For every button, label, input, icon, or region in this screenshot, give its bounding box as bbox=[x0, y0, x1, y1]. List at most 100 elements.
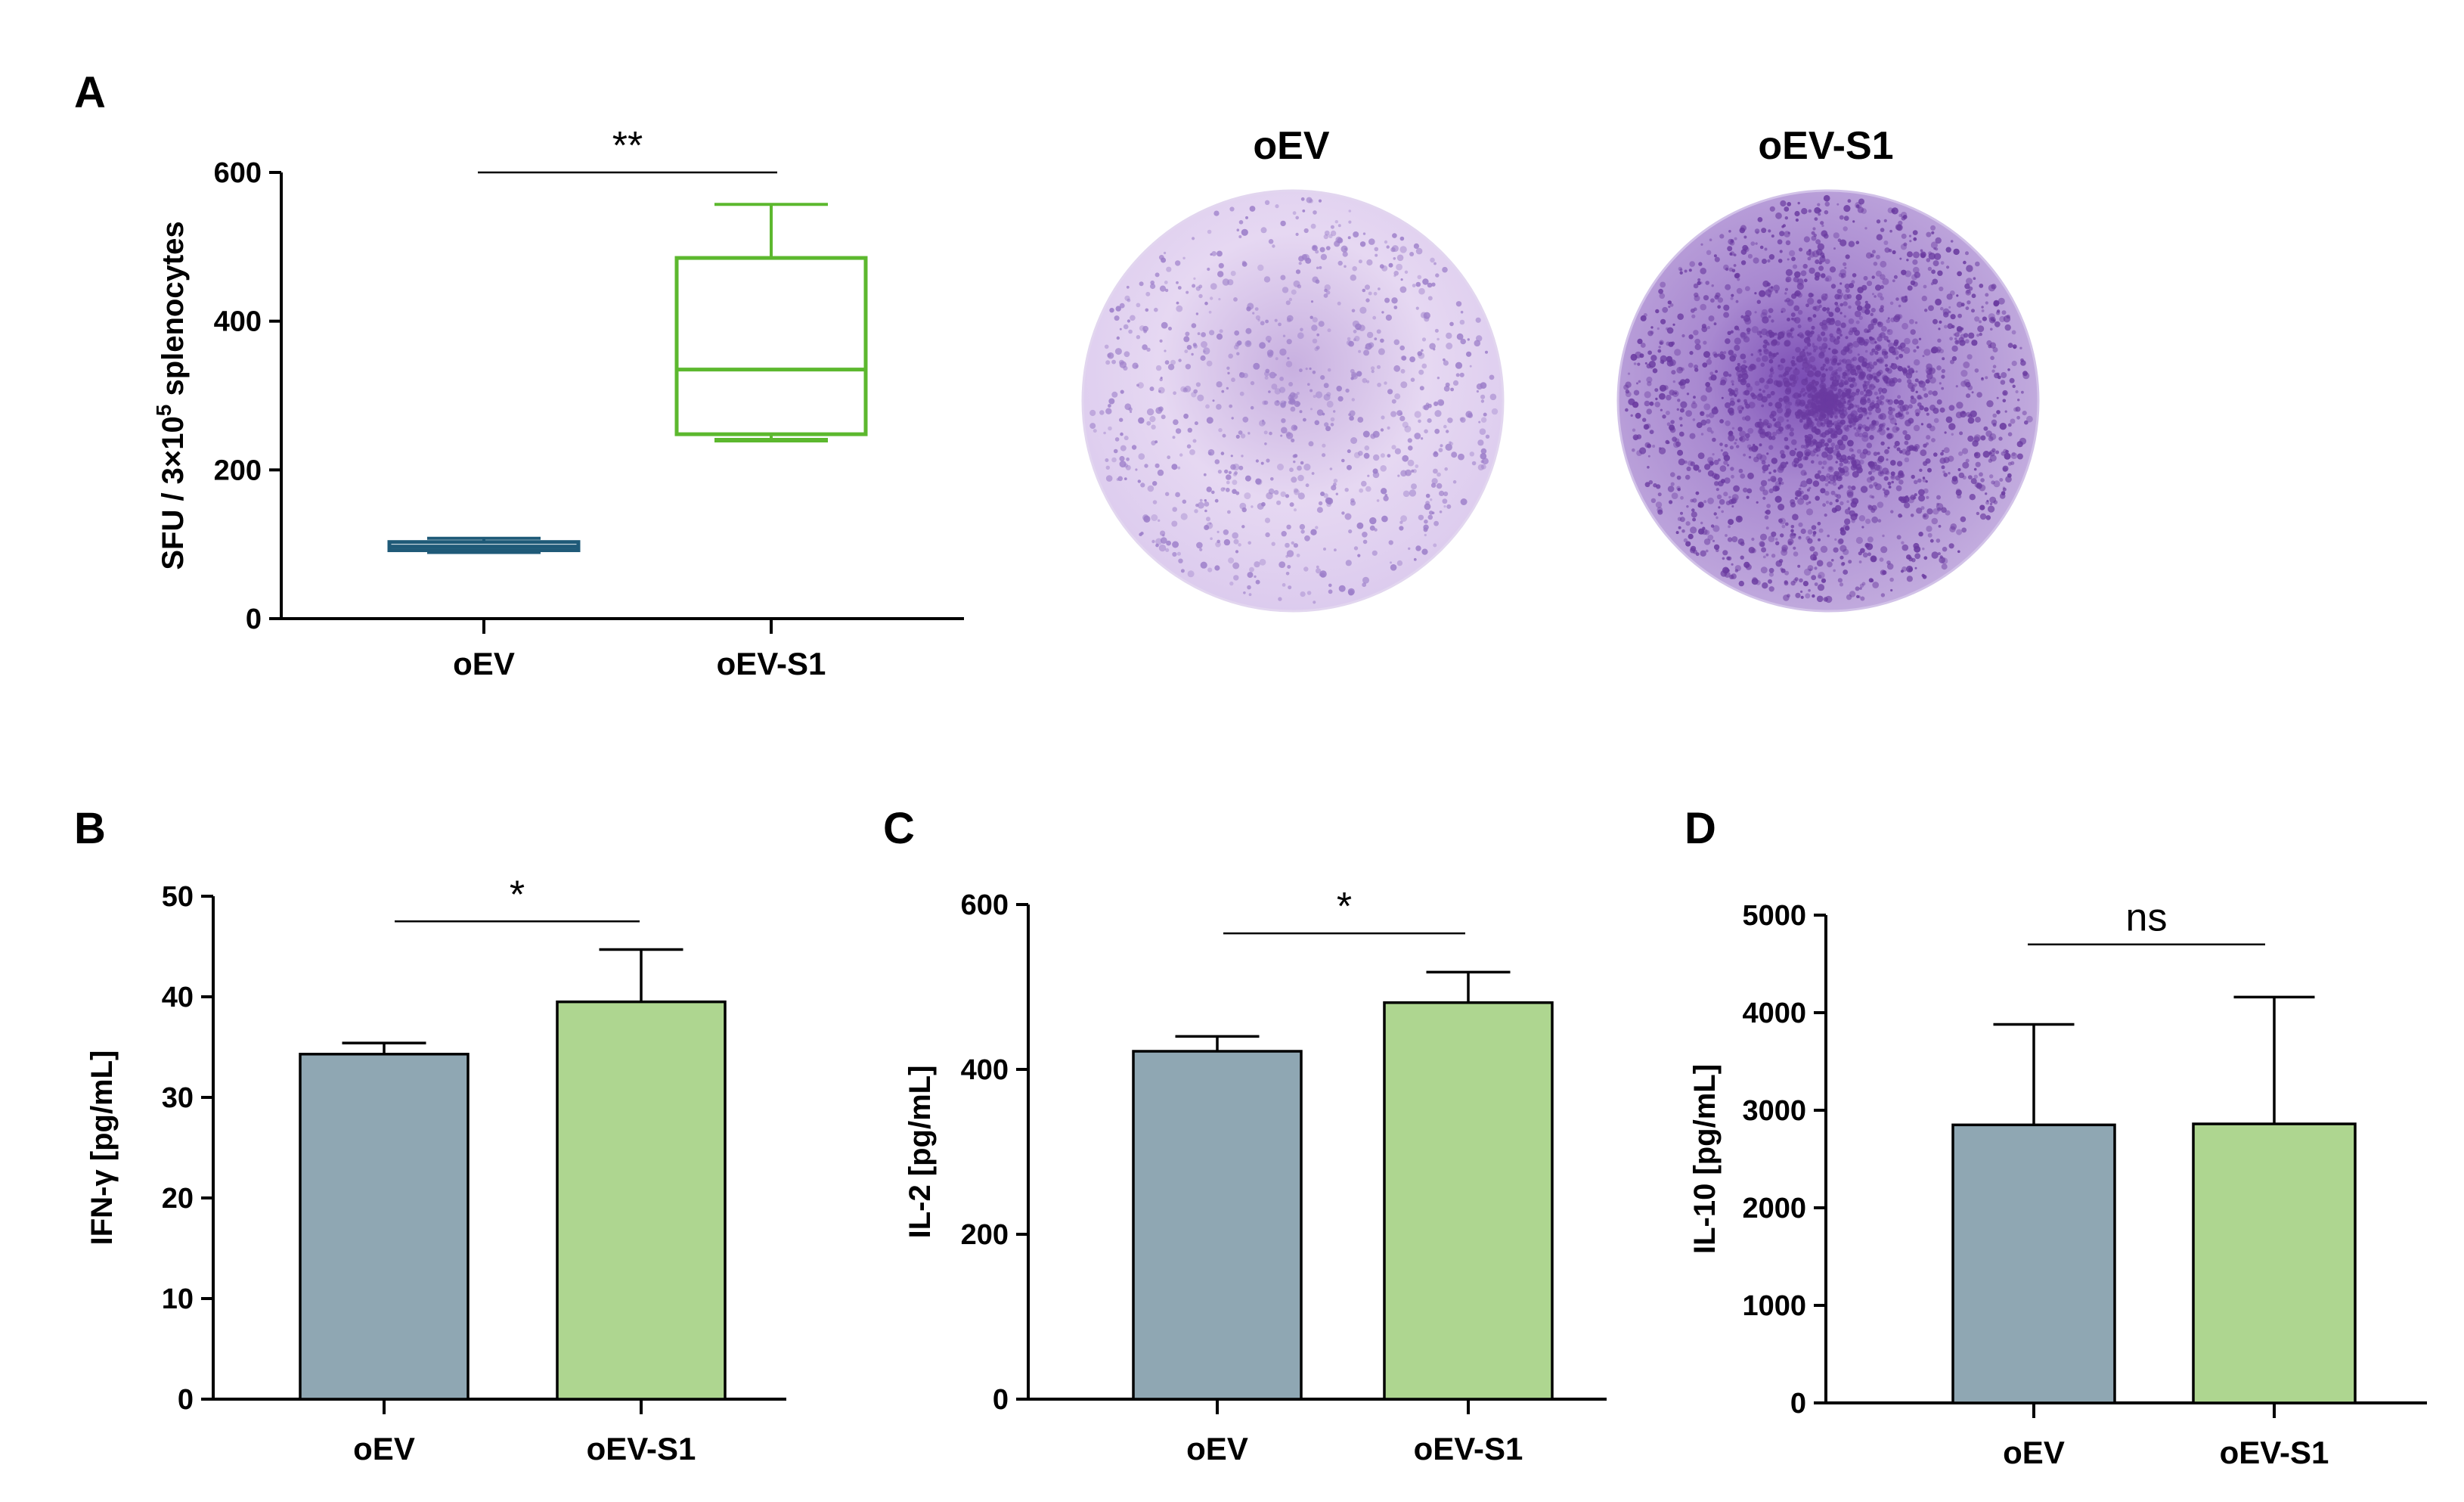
plate-spot bbox=[1852, 327, 1858, 333]
plate-spot bbox=[1155, 543, 1159, 548]
plate-spot bbox=[1929, 377, 1936, 384]
plate-spot bbox=[1731, 268, 1736, 273]
plate-spot bbox=[1889, 577, 1894, 582]
plate-spot bbox=[1387, 389, 1393, 395]
plate-spot bbox=[1804, 378, 1808, 382]
plate-spot bbox=[1996, 372, 2000, 376]
plate-spot bbox=[1387, 426, 1390, 430]
plate-spot bbox=[1393, 257, 1396, 260]
plate-spot bbox=[1638, 380, 1641, 383]
plate-spot bbox=[2003, 391, 2007, 396]
plate-spot bbox=[1793, 533, 1796, 536]
plate-spot bbox=[1151, 514, 1158, 521]
plate-spot bbox=[1312, 245, 1318, 251]
plate-spot bbox=[1393, 339, 1400, 346]
plate-spot bbox=[1962, 411, 1966, 414]
plate-spot bbox=[1824, 483, 1829, 487]
plate-spot bbox=[1886, 563, 1894, 570]
plate-spot bbox=[1114, 437, 1120, 442]
plate-spot bbox=[1723, 460, 1728, 465]
plate-spot bbox=[1119, 461, 1127, 468]
plate-spot bbox=[1936, 538, 1941, 543]
plate-spot bbox=[1838, 409, 1841, 412]
plate-spot bbox=[1908, 382, 1914, 389]
plate-spot bbox=[1266, 492, 1273, 500]
plate-spot bbox=[1815, 441, 1823, 449]
plate-spot bbox=[1415, 281, 1421, 287]
plate-spot bbox=[1201, 332, 1206, 337]
plate-spot bbox=[1771, 340, 1777, 346]
plate-spot bbox=[1410, 377, 1415, 383]
plate-spot bbox=[1880, 593, 1886, 597]
plate-spot bbox=[1910, 397, 1917, 405]
plate-spot bbox=[1728, 349, 1734, 355]
plate-spot bbox=[1793, 551, 1799, 557]
plate-spot bbox=[1313, 210, 1317, 215]
plate-spot bbox=[1844, 427, 1850, 432]
plate-spot bbox=[1347, 449, 1351, 454]
plate-spot bbox=[1678, 417, 1683, 420]
plate-spot bbox=[1985, 492, 1988, 495]
plate-spot bbox=[1910, 280, 1916, 286]
plate-spot bbox=[1381, 311, 1384, 314]
plate-spot bbox=[1939, 320, 1942, 324]
plate-spot bbox=[1232, 479, 1238, 486]
plate-spot bbox=[1869, 351, 1874, 356]
plate-spot bbox=[1200, 561, 1207, 569]
plate-spot bbox=[1799, 350, 1806, 358]
plate-spot bbox=[1814, 566, 1818, 570]
plate-spot bbox=[1336, 386, 1342, 392]
plate-spot bbox=[1798, 535, 1802, 540]
plate-spot bbox=[1811, 575, 1817, 581]
plate-spot bbox=[1676, 486, 1681, 491]
plate-spot bbox=[1891, 207, 1898, 215]
plate-spot bbox=[1694, 343, 1701, 350]
plate-spot bbox=[1902, 404, 1909, 411]
plate-spot bbox=[1452, 380, 1459, 386]
plate-spot bbox=[1817, 584, 1825, 591]
y-axis-title: IL-10 [pg/mL] bbox=[1688, 1064, 1722, 1254]
plate-spot bbox=[1883, 476, 1889, 481]
plate-spot bbox=[1341, 511, 1345, 515]
plate-spot bbox=[1192, 284, 1196, 288]
plate-spot bbox=[1691, 402, 1697, 409]
plate-spot bbox=[1659, 384, 1667, 392]
plate-spot bbox=[1195, 312, 1199, 315]
plate-spot bbox=[2005, 476, 2012, 483]
plate-spot bbox=[1796, 451, 1804, 458]
plate-spot bbox=[1469, 365, 1472, 368]
plate-spot bbox=[1759, 443, 1762, 447]
plate-spot bbox=[1801, 208, 1808, 215]
plate-spot bbox=[1728, 374, 1732, 377]
plate-spot bbox=[1260, 227, 1267, 234]
plate-spot bbox=[1867, 536, 1874, 543]
plate-spot bbox=[1919, 468, 1923, 472]
plate-spot bbox=[1295, 269, 1301, 275]
plate-spot bbox=[1724, 444, 1728, 448]
plate-spot bbox=[1868, 424, 1876, 431]
plate-spot bbox=[1760, 533, 1767, 541]
plate-spot bbox=[1689, 261, 1695, 267]
plate-spot bbox=[1743, 235, 1747, 239]
plate-spot bbox=[1350, 275, 1357, 281]
plate-spot bbox=[1936, 349, 1941, 354]
plate-spot bbox=[1172, 507, 1177, 512]
plate-spot bbox=[1861, 407, 1867, 413]
plate-spot bbox=[1433, 520, 1439, 526]
plate-spot bbox=[1186, 444, 1192, 448]
plate-spot bbox=[1269, 431, 1272, 436]
plate-spot bbox=[1238, 543, 1241, 547]
plate-spot bbox=[1685, 474, 1691, 480]
plate-spot bbox=[1774, 486, 1780, 492]
plate-spot bbox=[1794, 448, 1797, 451]
plate-spot bbox=[1735, 439, 1738, 442]
plate-spot bbox=[1905, 495, 1909, 498]
plate-spot bbox=[1803, 236, 1810, 243]
plate-spot bbox=[1986, 340, 1992, 346]
plate-spot bbox=[1812, 306, 1817, 311]
plate-spot bbox=[1915, 412, 1920, 417]
plate-spot bbox=[1920, 506, 1925, 510]
plate-spot bbox=[1693, 464, 1700, 471]
plate-spot bbox=[1991, 480, 1995, 485]
plate-spot bbox=[1858, 424, 1863, 429]
